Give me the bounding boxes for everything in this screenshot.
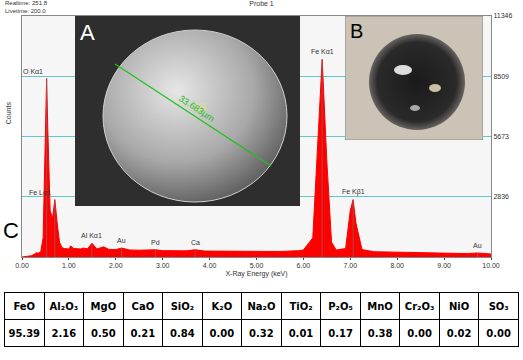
svg-text:11346: 11346 [493, 12, 512, 19]
html-text:Cr₂O₃: Cr₂O₃ [404, 300, 435, 312]
html-text:0.38: 0.38 [367, 327, 393, 339]
html-text:Al₂O₃: Al₂O₃ [49, 300, 78, 312]
html-text:0.02: 0.02 [446, 327, 472, 339]
svg-text:8509: 8509 [493, 73, 509, 80]
svg-text:O Kα1: O Kα1 [23, 68, 43, 75]
html-text:P₂O₅: P₂O₅ [328, 300, 353, 312]
html-text:0.01: 0.01 [288, 327, 314, 339]
svg-text:10.00: 10.00 [482, 262, 500, 269]
html-text:0.84: 0.84 [170, 327, 195, 339]
html-text:MnO: MnO [367, 300, 393, 312]
html-text:0.32: 0.32 [249, 327, 274, 339]
svg-text:2836: 2836 [493, 193, 509, 200]
html-text:0.00: 0.00 [407, 327, 432, 339]
svg-text:Realtime: 251.8Livetime: 200.0: Realtime: 251.8Livetime: 200.0 [5, 0, 48, 14]
html-text:CaO: CaO [131, 300, 155, 312]
html-text:95.39: 95.39 [8, 327, 41, 339]
svg-text:Fe Lα1: Fe Lα1 [29, 189, 51, 196]
svg-text:0.00: 0.00 [15, 262, 29, 269]
svg-text:8.00: 8.00 [390, 262, 404, 269]
svg-text:5.00: 5.00 [250, 262, 264, 269]
svg-text:A: A [80, 20, 95, 45]
svg-text:Counts: Counts [5, 102, 12, 125]
svg-text:Al Kα1: Al Kα1 [81, 232, 102, 239]
html-text:0.00: 0.00 [209, 327, 235, 339]
html-text:SO₃: SO₃ [488, 300, 509, 312]
svg-text:Ca: Ca [191, 239, 200, 246]
html-text:0.50: 0.50 [91, 327, 116, 339]
svg-text:6.00: 6.00 [297, 262, 311, 269]
svg-text:Pd: Pd [151, 239, 160, 246]
html-text:C: C [3, 218, 19, 243]
html-text:0.17: 0.17 [328, 327, 353, 339]
html-text:0.00: 0.00 [486, 327, 511, 339]
svg-text:Fe Kα1: Fe Kα1 [311, 48, 334, 55]
html-text:MgO: MgO [90, 300, 117, 312]
svg-text:9.00: 9.00 [437, 262, 451, 269]
html-text:Na₂O: Na₂O [247, 300, 276, 312]
svg-text:B: B [350, 20, 363, 42]
svg-text:Au: Au [473, 242, 482, 249]
svg-text:7.00: 7.00 [343, 262, 357, 269]
svg-text:2.00: 2.00 [109, 262, 123, 269]
html-text:K₂O: K₂O [211, 300, 233, 312]
html-text:0.21: 0.21 [130, 327, 156, 339]
svg-text:33.683µm: 33.683µm [177, 93, 216, 123]
svg-text:Probe 1: Probe 1 [249, 0, 274, 7]
svg-text:X-Ray Energy (keV): X-Ray Energy (keV) [225, 270, 287, 278]
html-text:SiO₂: SiO₂ [170, 300, 195, 312]
svg-text:Fe Kβ1: Fe Kβ1 [342, 188, 365, 196]
html-text:TiO₂: TiO₂ [289, 300, 313, 312]
svg-text:5673: 5673 [493, 133, 509, 140]
html-text:2.16: 2.16 [51, 327, 77, 339]
html-text:FeO: FeO [13, 300, 36, 312]
html-text:NiO: NiO [449, 300, 470, 312]
svg-text:4.00: 4.00 [203, 262, 217, 269]
svg-text:3.00: 3.00 [156, 262, 170, 269]
svg-text:Au: Au [117, 237, 126, 244]
svg-text:1.00: 1.00 [62, 262, 76, 269]
